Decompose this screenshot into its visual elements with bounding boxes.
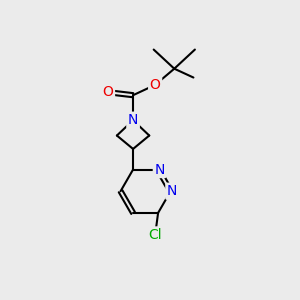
Text: N: N bbox=[167, 184, 177, 198]
Text: O: O bbox=[150, 78, 160, 92]
Text: O: O bbox=[103, 85, 113, 99]
Text: N: N bbox=[128, 113, 138, 127]
Text: Cl: Cl bbox=[148, 228, 162, 242]
Text: N: N bbox=[154, 163, 165, 176]
